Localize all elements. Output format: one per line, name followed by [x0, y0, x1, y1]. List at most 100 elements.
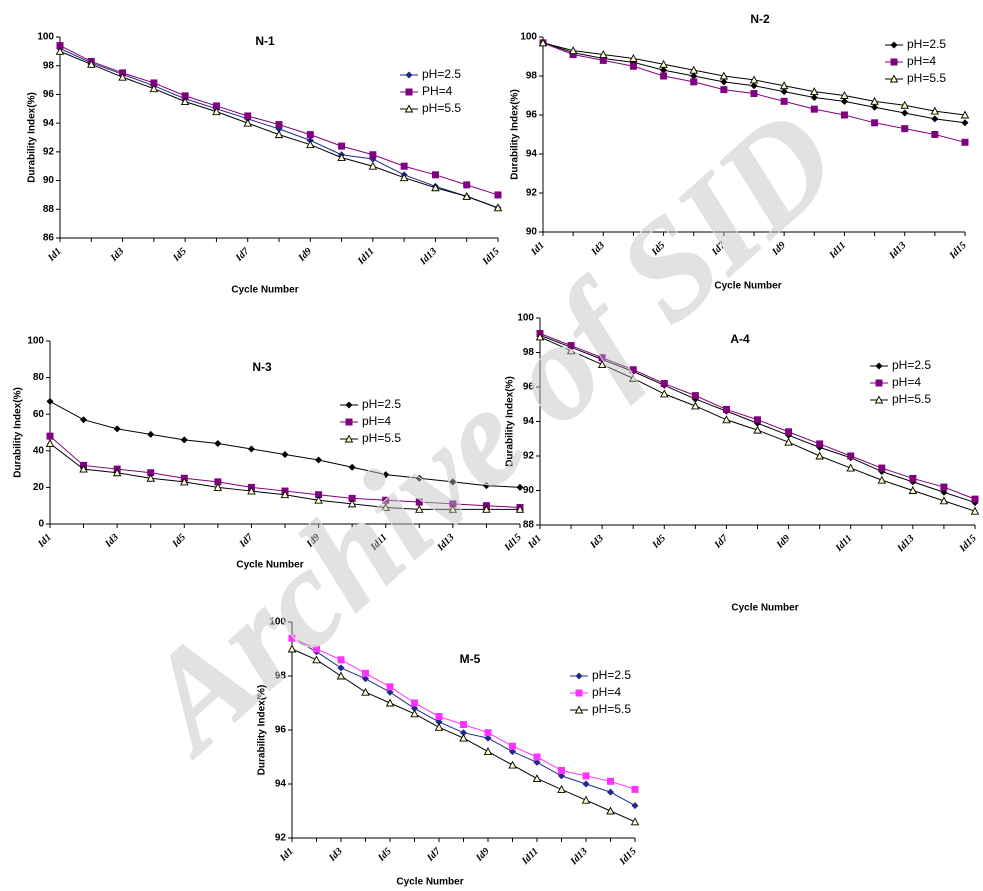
y-tick-label: 94 [43, 118, 55, 129]
y-tick-label: 96 [523, 382, 535, 393]
marker [628, 373, 638, 382]
marker [629, 62, 637, 70]
marker [660, 72, 668, 80]
marker [660, 389, 669, 398]
y-tick-label: 98 [43, 60, 55, 71]
x-tick-label: Id3 [103, 532, 121, 550]
marker [112, 468, 122, 477]
marker [753, 425, 762, 434]
y-tick-label: 88 [43, 204, 55, 215]
marker [582, 772, 590, 780]
y-axis-label: Durability Index(%) [510, 89, 521, 180]
y-tick-label: 98 [526, 71, 538, 82]
marker [79, 464, 88, 473]
x-tick-label: Id5 [171, 246, 189, 264]
marker [146, 473, 155, 482]
marker [448, 504, 458, 513]
y-tick-label: 98 [523, 347, 535, 358]
y-tick-label: 92 [275, 833, 287, 844]
marker [434, 722, 444, 731]
marker [312, 655, 321, 664]
marker [558, 767, 565, 774]
y-tick-label: 40 [33, 445, 45, 456]
marker [630, 817, 640, 826]
chart-title: M-5 [460, 652, 481, 666]
y-tick-label: 0 [38, 519, 44, 530]
marker [361, 687, 370, 696]
marker [538, 38, 548, 47]
legend-marker [875, 362, 883, 370]
x-tick-label: Id3 [108, 246, 126, 264]
y-tick-label: 98 [275, 671, 287, 682]
x-tick-label: Id7 [233, 245, 252, 264]
marker [631, 785, 639, 793]
marker [900, 100, 909, 109]
y-tick-label: 96 [43, 89, 55, 100]
marker [212, 107, 221, 116]
marker [533, 758, 541, 766]
legend-marker [575, 689, 583, 697]
legend-label: pH=4 [907, 54, 936, 68]
marker [386, 688, 394, 696]
marker [970, 506, 980, 515]
legend-label: pH=4 [362, 414, 391, 428]
watermark: Archive of SID [109, 80, 866, 783]
marker [449, 478, 457, 486]
legend-label: pH=2.5 [892, 358, 931, 372]
y-tick-label: 90 [43, 175, 55, 186]
x-tick-label: Id15 [947, 240, 969, 262]
marker [149, 84, 159, 93]
marker [415, 504, 424, 513]
marker [750, 90, 758, 98]
marker [689, 65, 698, 74]
y-tick-label: 100 [269, 617, 286, 628]
legend-marker [344, 434, 354, 443]
marker [719, 71, 729, 80]
y-axis-label: Durability Index(%) [505, 376, 516, 467]
legend-label: pH=2.5 [422, 67, 461, 81]
marker [908, 486, 918, 494]
marker [931, 131, 939, 138]
marker [629, 366, 637, 374]
x-tick-label: Id9 [473, 846, 491, 864]
marker [362, 669, 369, 677]
x-tick-label: Id9 [296, 246, 314, 264]
y-tick-label: 94 [526, 149, 538, 160]
x-tick-label: Id1 [35, 532, 53, 550]
marker [871, 103, 879, 111]
marker [720, 86, 728, 94]
x-tick-label: Id7 [424, 845, 443, 864]
marker [599, 56, 607, 64]
x-axis-label: Cycle Number [731, 603, 798, 614]
marker [482, 482, 490, 490]
marker [306, 140, 315, 149]
x-tick-label: Id3 [588, 533, 606, 551]
marker [754, 416, 761, 424]
legend-label: pH=4 [892, 375, 921, 389]
marker [847, 452, 855, 460]
marker [369, 151, 377, 159]
marker [382, 471, 390, 479]
marker [411, 699, 418, 707]
marker [400, 162, 408, 170]
marker [720, 78, 728, 86]
legend-marker [404, 104, 414, 113]
marker [810, 105, 818, 113]
marker [780, 97, 788, 105]
marker [930, 106, 940, 115]
legend-marker [890, 58, 898, 66]
marker [878, 464, 886, 472]
marker [180, 477, 189, 486]
chart-title: N-3 [252, 360, 272, 374]
x-tick-label: Id5 [650, 533, 668, 551]
marker [275, 121, 283, 129]
marker [337, 153, 346, 162]
marker [435, 713, 443, 720]
marker [779, 81, 789, 90]
marker [840, 97, 848, 105]
legend-marker [575, 672, 583, 680]
x-tick-label: Id11 [519, 846, 540, 867]
marker [180, 97, 190, 106]
y-tick-label: 100 [520, 32, 537, 43]
marker [940, 483, 948, 491]
